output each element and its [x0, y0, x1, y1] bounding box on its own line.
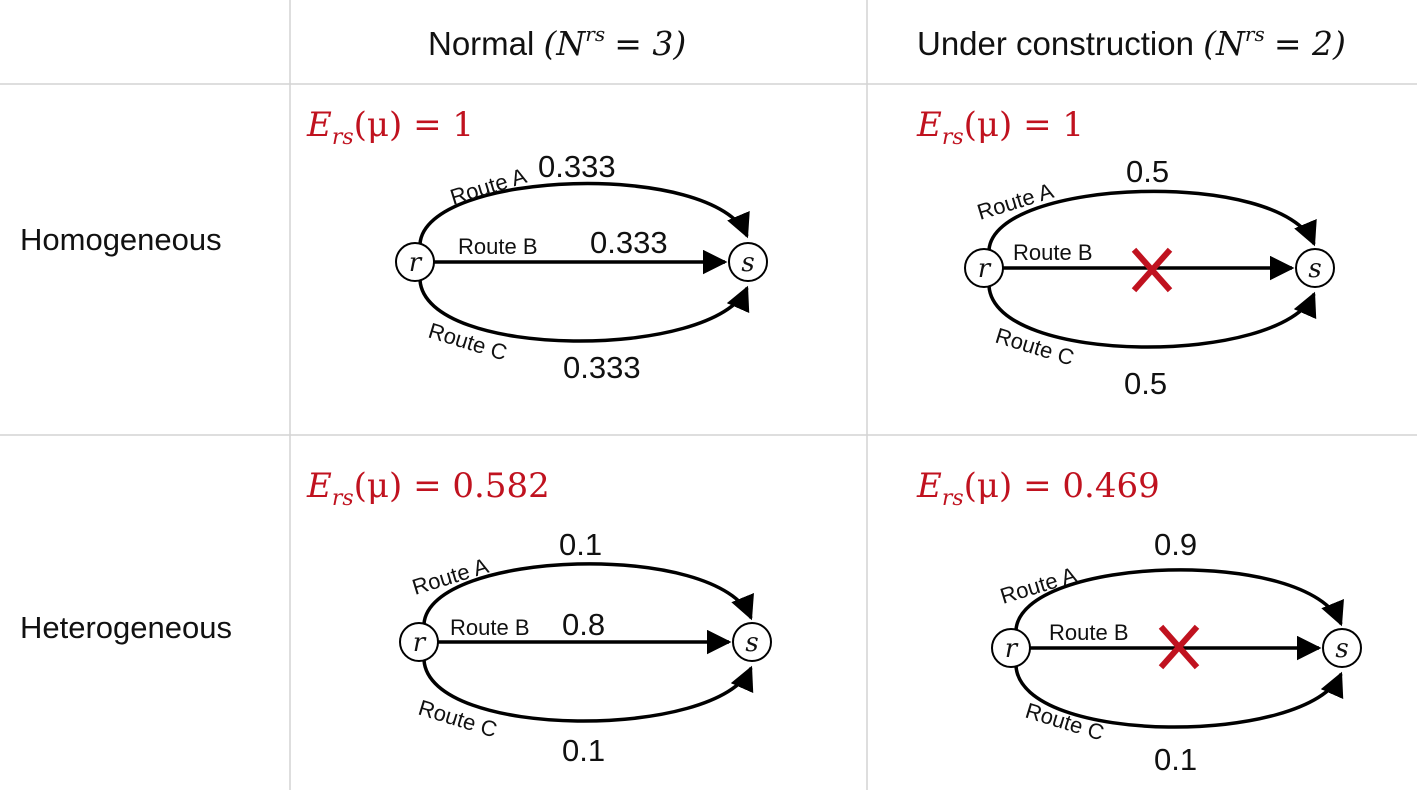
route-a-share: 0.333: [538, 149, 616, 184]
column-header-construction-sup: rs: [1244, 22, 1265, 46]
eq-value: = 1: [1023, 105, 1085, 145]
column-header-normal-n: (N: [543, 24, 586, 63]
destination-node-s: [732, 622, 772, 662]
route-a-edge: [1014, 568, 1344, 631]
eq-value: = 0.469: [1023, 466, 1160, 506]
route-c-label: Route C: [416, 695, 501, 743]
route-a-edge: [422, 562, 754, 625]
eq-value: = 0.582: [413, 466, 550, 506]
eq-subscript: rs: [941, 125, 964, 150]
route-c-share: 0.5: [1124, 366, 1167, 401]
route-a-share: 0.9: [1154, 527, 1197, 562]
route-b-label: Route B: [458, 234, 538, 259]
route-a-share: 0.1: [559, 527, 602, 562]
route-b-share: 0.333: [590, 225, 668, 260]
route-c-edge: [1014, 665, 1344, 729]
entropy-equation-hetero-construction: Ers(μ) = 0.469: [917, 466, 1160, 511]
column-header-normal-label: Normal: [428, 25, 535, 62]
destination-node-s: [728, 242, 768, 282]
route-c-label: Route C: [1023, 698, 1108, 746]
route-a-label: Route A: [447, 163, 529, 210]
route-network-hetero-construction: r s Route A Route B Route C 0.9 0.1: [991, 527, 1362, 777]
eq-subscript: rs: [941, 486, 964, 511]
origin-node-r: [991, 628, 1031, 668]
route-network-homo-construction: r s Route A Route B Route C 0.5 0.5: [964, 154, 1335, 401]
eq-argument: (μ): [963, 105, 1013, 145]
route-c-edge: [422, 659, 754, 723]
blocked-cross-icon: [1158, 624, 1200, 670]
origin-node-r: [399, 622, 439, 662]
route-c-edge: [987, 285, 1317, 349]
route-a-label: Route A: [997, 562, 1079, 609]
entropy-equation-hetero-normal: Ers(μ) = 0.582: [307, 466, 550, 511]
row-header-homogeneous: Homogeneous: [20, 222, 222, 257]
route-c-share: 0.333: [563, 350, 641, 385]
node-s-label: s: [1335, 634, 1348, 664]
eq-value: = 1: [413, 105, 475, 145]
row-header-heterogeneous: Heterogeneous: [20, 610, 232, 645]
eq-subscript: rs: [331, 125, 354, 150]
route-a-edge: [418, 181, 750, 245]
route-b-share: 0.8: [562, 607, 605, 642]
route-a-edge: [987, 189, 1317, 251]
origin-node-r: [395, 242, 435, 282]
origin-node-r: [964, 248, 1004, 288]
node-r-label: r: [1005, 634, 1019, 664]
eq-subscript: rs: [331, 486, 354, 511]
route-b-label: Route B: [1049, 620, 1129, 645]
eq-symbol: E: [917, 466, 942, 506]
route-c-share: 0.1: [1154, 742, 1197, 777]
eq-argument: (μ): [353, 105, 403, 145]
column-header-construction-value: = 2): [1273, 24, 1346, 63]
blocked-cross-icon: [1131, 247, 1173, 293]
column-header-construction: Under construction (Nrs = 2): [917, 22, 1346, 63]
eq-symbol: E: [917, 105, 942, 145]
eq-argument: (μ): [353, 466, 403, 506]
route-network-hetero-normal: r s Route A Route B Route C 0.1 0.8 0.1: [399, 527, 772, 768]
entropy-equation-homo-normal: Ers(μ) = 1: [307, 105, 474, 150]
eq-symbol: E: [307, 105, 332, 145]
node-r-label: r: [409, 248, 423, 278]
column-header-normal-sup: rs: [585, 22, 606, 46]
eq-symbol: E: [307, 466, 332, 506]
column-header-normal: Normal (Nrs = 3): [428, 22, 686, 63]
route-b-label: Route B: [1013, 240, 1093, 265]
destination-node-s: [1295, 248, 1335, 288]
route-network-homo-normal: r s Route A Route B Route C 0.333 0.333 …: [395, 149, 768, 385]
node-r-label: r: [413, 628, 427, 658]
destination-node-s: [1322, 628, 1362, 668]
column-header-construction-label: Under construction: [917, 25, 1194, 62]
route-c-share: 0.1: [562, 733, 605, 768]
node-s-label: s: [741, 248, 754, 278]
entropy-equation-homo-construction: Ers(μ) = 1: [917, 105, 1084, 150]
column-header-construction-n: (N: [1203, 24, 1245, 63]
column-header-normal-value: = 3): [614, 24, 687, 63]
route-a-share: 0.5: [1126, 154, 1169, 189]
route-c-edge: [418, 279, 750, 343]
route-b-label: Route B: [450, 615, 530, 640]
node-s-label: s: [745, 628, 758, 658]
node-s-label: s: [1308, 254, 1321, 284]
node-r-label: r: [978, 254, 992, 284]
eq-argument: (μ): [963, 466, 1013, 506]
